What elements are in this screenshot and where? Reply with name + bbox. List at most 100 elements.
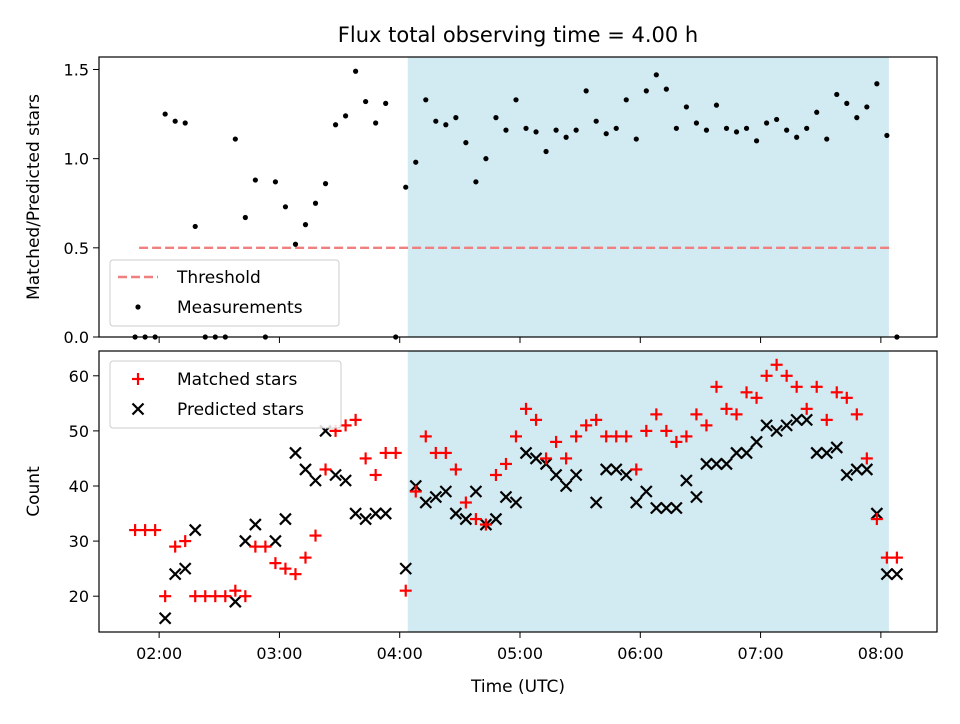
matched-point xyxy=(339,419,352,432)
measurement-point xyxy=(332,122,339,128)
x-mark-b xyxy=(609,463,623,476)
predicted-point xyxy=(670,501,683,515)
matched-point xyxy=(149,524,162,537)
measurement-point xyxy=(673,125,679,131)
measurement-point xyxy=(653,72,659,78)
x-mark-b xyxy=(349,507,362,520)
matched-point xyxy=(660,424,673,437)
predicted-point xyxy=(299,463,312,476)
matched-point xyxy=(179,535,192,548)
measurement-point xyxy=(322,181,329,187)
x-mark-b xyxy=(830,441,844,454)
predicted-point xyxy=(660,501,673,515)
measurement-point xyxy=(443,122,449,128)
x-mark-b xyxy=(549,468,563,482)
measurement-point xyxy=(272,179,279,185)
x-mark-b xyxy=(131,402,145,416)
y-tick-label: 20 xyxy=(69,587,89,606)
matched-point xyxy=(409,485,422,498)
matched-point xyxy=(129,524,142,537)
x-mark-b xyxy=(890,567,904,581)
matched-point xyxy=(800,402,813,415)
x-mark-b xyxy=(850,463,864,476)
predicted-point xyxy=(619,468,633,482)
measurement-point xyxy=(814,109,820,115)
predicted-point xyxy=(569,468,583,482)
measurement-point xyxy=(162,111,168,117)
y-axis-label: Matched/Predicted stars xyxy=(24,94,44,300)
x-mark-b xyxy=(670,501,683,515)
matched-point xyxy=(740,386,753,399)
predicted-point xyxy=(239,534,252,548)
predicted-point xyxy=(499,490,513,504)
predicted-point xyxy=(650,501,663,515)
x-mark-b xyxy=(339,474,352,487)
bottom-panel: 20 30 40 50 60 02:00 03:00 04:00 05:00 06:00 07:00… xyxy=(24,350,938,697)
y-axis-label: Count xyxy=(24,466,44,517)
measurement-point xyxy=(242,214,248,221)
matched-point xyxy=(359,452,372,465)
observing-span xyxy=(407,351,889,632)
measurement-point xyxy=(453,115,459,121)
predicted-point xyxy=(379,507,392,520)
measurement-point xyxy=(603,131,609,137)
matched-point xyxy=(289,568,302,581)
predicted-point xyxy=(158,611,172,625)
predicted-point xyxy=(339,474,352,487)
matched-point xyxy=(880,551,893,564)
matched-point xyxy=(169,540,182,553)
x-mark-b xyxy=(790,413,803,427)
x-mark-b xyxy=(840,468,854,482)
measurement-point xyxy=(633,136,639,142)
x-mark-b xyxy=(660,501,673,515)
observing-span xyxy=(407,57,889,337)
predicted-point xyxy=(419,496,433,509)
matched-point xyxy=(570,430,583,443)
matched-point xyxy=(159,590,172,603)
measurement-point xyxy=(613,125,619,131)
predicted-point xyxy=(249,518,262,531)
matched-point xyxy=(379,446,392,459)
matched-point xyxy=(680,430,693,443)
measurement-point xyxy=(713,102,720,108)
matched-point xyxy=(590,413,603,426)
measurement-point xyxy=(172,118,178,124)
measurement-point xyxy=(523,125,529,131)
plot-frame xyxy=(98,350,938,633)
predicted-point xyxy=(680,474,693,487)
measurement-point xyxy=(663,86,669,92)
measurement-point xyxy=(784,127,790,133)
matched-point xyxy=(720,402,733,415)
measurement-point xyxy=(423,97,429,103)
predicted-point xyxy=(369,507,382,520)
x-axis-label: Time (UTC) xyxy=(470,677,565,697)
matched-point xyxy=(309,529,322,542)
measurement-point xyxy=(353,68,359,74)
measurement-point xyxy=(342,113,349,119)
y-tick-label: 60 xyxy=(69,367,89,386)
y-tick-label: 30 xyxy=(69,532,89,551)
matched-point xyxy=(690,408,703,421)
matched-point xyxy=(550,435,563,448)
x-mark-b xyxy=(429,490,443,504)
matched-point xyxy=(600,430,613,443)
matched-point xyxy=(269,557,282,570)
measurement-point xyxy=(302,222,309,228)
legend-predicted-swatch xyxy=(131,402,145,416)
x-mark-b xyxy=(188,523,202,537)
matched-point xyxy=(860,452,873,465)
x-mark-b xyxy=(780,419,793,432)
y-tick-label: 0.0 xyxy=(64,328,89,347)
predicted-point xyxy=(188,523,202,537)
matched-point xyxy=(650,408,663,421)
predicted-point xyxy=(850,463,864,476)
x-mark-b xyxy=(309,474,322,487)
matched-point xyxy=(259,540,272,553)
x-mark-b xyxy=(800,413,813,427)
x-mark-b xyxy=(710,457,723,471)
measurement-point xyxy=(312,200,319,206)
measurement-point xyxy=(593,118,599,124)
legend-top: Threshold Measurements xyxy=(109,259,340,327)
x-mark-b xyxy=(640,485,653,498)
